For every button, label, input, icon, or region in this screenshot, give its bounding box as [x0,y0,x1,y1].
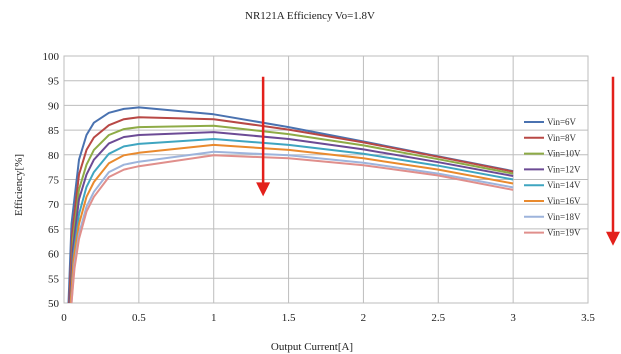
legend-entry: Vin=19V [547,228,581,238]
x-tick-labels: 0 0.5 1 1.5 2 2.5 3 3.5 [61,312,595,324]
y-tick-label: 100 [43,51,60,63]
x-tick-label: 3.5 [581,312,595,324]
x-axis-label: Output Current[A] [271,341,353,353]
series-line [68,116,514,304]
y-tick-label: 95 [48,76,60,88]
y-tick-label: 70 [48,199,60,211]
gridlines [64,56,588,303]
legend-entry: Vin=18V [547,212,581,222]
y-tick-label: 75 [48,175,60,187]
y-tick-label: 65 [48,224,60,236]
series-lines [67,106,514,304]
y-tick-label: 50 [48,298,60,310]
x-tick-label: 1.5 [282,312,296,324]
y-tick-label: 60 [48,249,60,261]
legend-entry: Vin=6V [547,117,577,127]
chart-title: NR121A Efficiency Vo=1.8V [245,10,375,22]
y-tick-label: 55 [48,273,60,285]
legend-entry: Vin=10V [547,149,581,159]
y-tick-label: 80 [48,150,60,162]
series-line [69,131,514,304]
arrow-head [606,231,620,246]
legend-entry: Vin=8V [547,133,577,143]
y-tick-label: 90 [48,100,60,112]
arrow-head [256,182,271,197]
x-tick-label: 3 [510,312,516,324]
y-tick-labels: 50 55 60 65 70 75 80 85 90 95 100 [43,51,60,310]
y-tick-label: 85 [48,125,60,137]
x-tick-label: 0.5 [132,312,146,324]
x-tick-label: 2.5 [431,312,445,324]
annotation-arrows [256,76,620,246]
series-line [70,150,514,304]
x-tick-label: 1 [211,312,217,324]
series-line [69,124,514,304]
series-line [69,138,514,304]
x-tick-label: 0 [61,312,67,324]
series-line [70,154,514,304]
series-line [69,143,514,304]
legend-entry: Vin=12V [547,164,581,174]
x-tick-label: 2 [361,312,367,324]
legend-entry: Vin=14V [547,180,581,190]
legend-entry: Vin=16V [547,196,581,206]
legend: Vin=6V Vin=8V Vin=10V Vin=12V Vin=14V Vin=16V… [524,117,581,238]
y-axis-label: Efficiency[%] [13,154,25,216]
